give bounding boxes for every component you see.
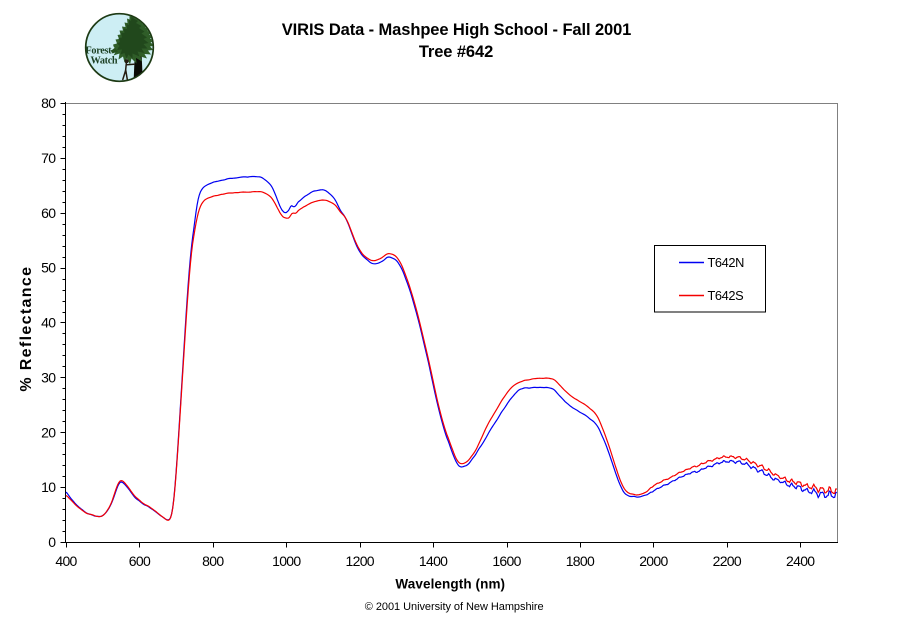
svg-text:20: 20 (41, 424, 56, 440)
svg-text:600: 600 (129, 553, 151, 569)
svg-text:T642N: T642N (708, 255, 745, 270)
svg-text:2000: 2000 (639, 553, 668, 569)
svg-text:1200: 1200 (346, 553, 375, 569)
svg-text:50: 50 (41, 260, 56, 276)
svg-text:1000: 1000 (272, 553, 301, 569)
svg-text:Forest: Forest (86, 46, 113, 57)
svg-text:80: 80 (41, 95, 56, 111)
svg-text:% Reflectance: % Reflectance (18, 266, 35, 392)
svg-text:40: 40 (41, 315, 56, 331)
svg-text:2200: 2200 (713, 553, 742, 569)
svg-text:1400: 1400 (419, 553, 448, 569)
svg-text:T642S: T642S (708, 288, 744, 303)
svg-text:800: 800 (202, 553, 224, 569)
svg-text:1600: 1600 (492, 553, 521, 569)
svg-text:2400: 2400 (786, 553, 815, 569)
svg-text:Watch: Watch (91, 55, 118, 66)
svg-text:0: 0 (48, 534, 56, 550)
svg-text:30: 30 (41, 370, 56, 386)
svg-text:60: 60 (41, 205, 56, 221)
svg-text:VIRIS Data - Mashpee High Scho: VIRIS Data - Mashpee High School - Fall … (282, 21, 632, 39)
svg-text:70: 70 (41, 150, 56, 166)
svg-text:© 2001 University of New Hamps: © 2001 University of New Hampshire (365, 601, 544, 613)
svg-text:1800: 1800 (566, 553, 595, 569)
svg-text:400: 400 (55, 553, 77, 569)
svg-text:Wavelength (nm): Wavelength (nm) (395, 577, 505, 592)
svg-text:10: 10 (41, 479, 56, 495)
svg-text:Tree #642: Tree #642 (419, 43, 493, 61)
